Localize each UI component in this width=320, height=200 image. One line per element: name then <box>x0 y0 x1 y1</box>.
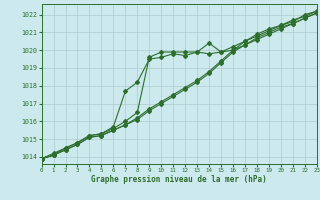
X-axis label: Graphe pression niveau de la mer (hPa): Graphe pression niveau de la mer (hPa) <box>91 175 267 184</box>
